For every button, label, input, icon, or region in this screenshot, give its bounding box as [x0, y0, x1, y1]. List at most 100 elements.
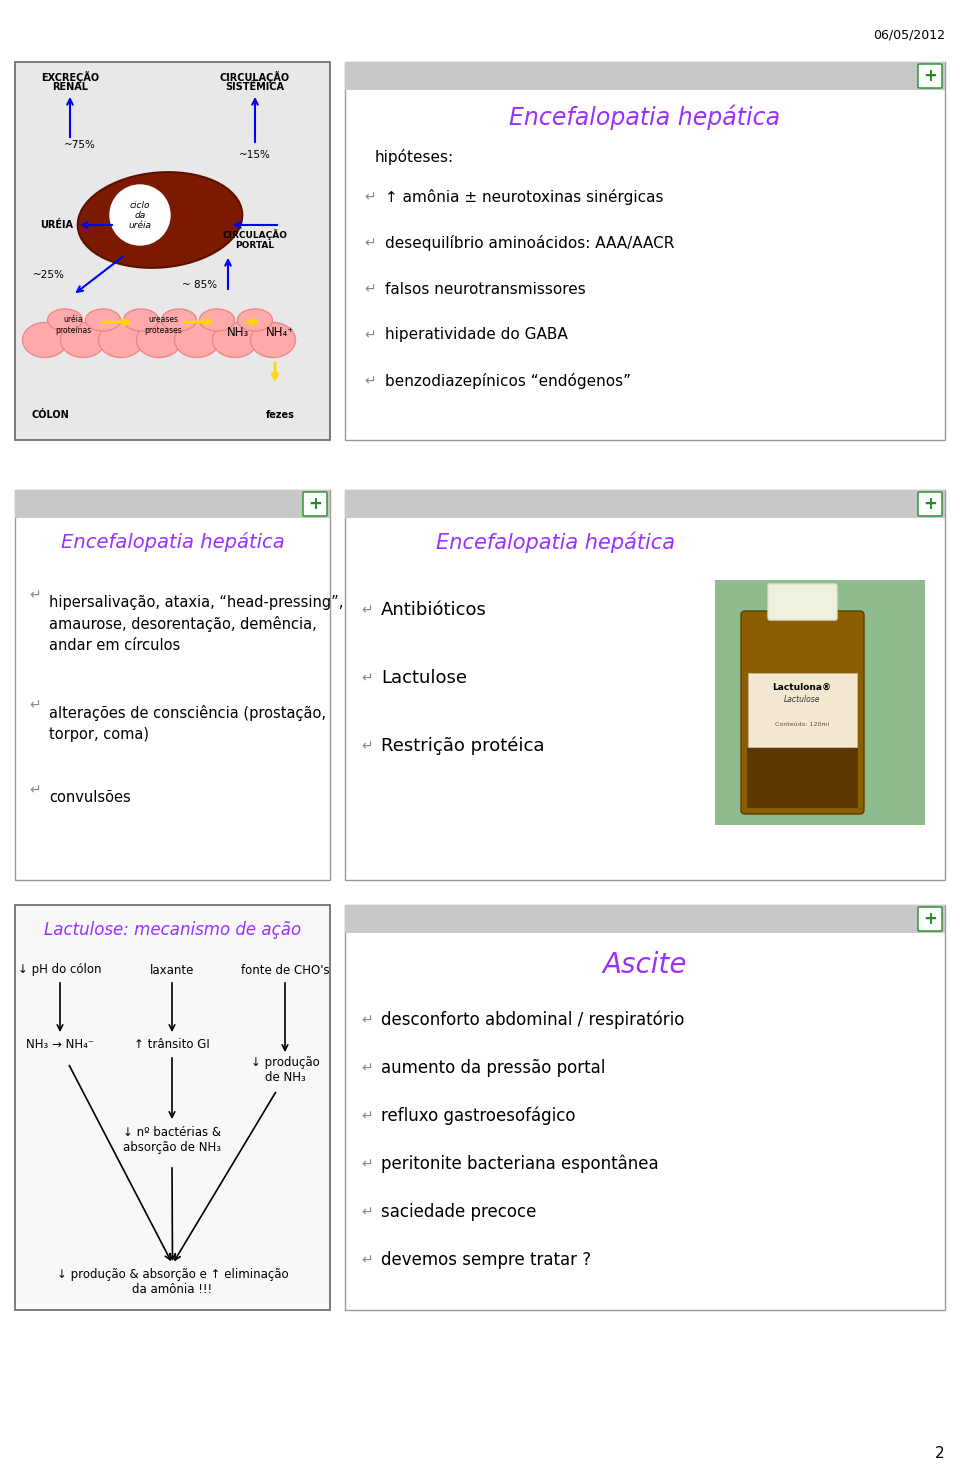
Text: saciedade precoce: saciedade precoce	[381, 1202, 537, 1222]
FancyBboxPatch shape	[741, 611, 864, 813]
Ellipse shape	[78, 172, 242, 268]
Text: falsos neurotransmissores: falsos neurotransmissores	[385, 281, 586, 296]
Ellipse shape	[200, 309, 234, 331]
Text: ↵: ↵	[361, 1157, 372, 1171]
Text: alterações de consciência (prostação,
torpor, coma): alterações de consciência (prostação, to…	[49, 705, 326, 742]
Ellipse shape	[85, 309, 121, 331]
Ellipse shape	[237, 309, 273, 331]
FancyBboxPatch shape	[747, 748, 858, 808]
Text: ↵: ↵	[361, 603, 372, 617]
Text: +: +	[308, 495, 322, 513]
Text: Lactulona®: Lactulona®	[773, 682, 831, 692]
Text: ↵: ↵	[29, 589, 41, 602]
Text: Lactulose: Lactulose	[783, 695, 820, 704]
Text: NH₃: NH₃	[227, 325, 250, 339]
Text: CIRCULAÇÃO: CIRCULAÇÃO	[220, 71, 290, 83]
Text: SISTÊMICA: SISTÊMICA	[226, 81, 284, 92]
Text: hipóteses:: hipóteses:	[375, 149, 454, 166]
Text: ↵: ↵	[29, 698, 41, 711]
FancyBboxPatch shape	[15, 490, 330, 880]
Text: +: +	[924, 495, 937, 513]
Text: ~ 85%: ~ 85%	[182, 280, 218, 290]
FancyBboxPatch shape	[345, 490, 945, 518]
FancyBboxPatch shape	[345, 490, 945, 880]
Text: ↵: ↵	[364, 237, 375, 250]
Text: fonte de CHO's: fonte de CHO's	[241, 963, 329, 976]
Ellipse shape	[212, 322, 257, 358]
Text: benzodiazepínicos “endógenos”: benzodiazepínicos “endógenos”	[385, 373, 631, 389]
FancyBboxPatch shape	[918, 493, 942, 516]
FancyBboxPatch shape	[345, 62, 945, 439]
Text: Restrição protéica: Restrição protéica	[381, 737, 544, 756]
Text: ↵: ↵	[361, 1060, 372, 1075]
Text: refluxo gastroesofágico: refluxo gastroesofágico	[381, 1106, 575, 1126]
Text: ↵: ↵	[364, 374, 375, 387]
Text: NH₄⁺: NH₄⁺	[266, 325, 294, 339]
Ellipse shape	[60, 322, 106, 358]
Text: 2: 2	[935, 1446, 945, 1461]
Circle shape	[110, 185, 170, 246]
Text: Conteúdo: 120ml: Conteúdo: 120ml	[775, 723, 829, 728]
FancyBboxPatch shape	[15, 490, 330, 518]
Text: hipersalivação, ataxia, “head-pressing”,
amaurose, desorentação, demência,
andar: hipersalivação, ataxia, “head-pressing”,…	[49, 595, 344, 654]
FancyBboxPatch shape	[345, 905, 945, 933]
FancyBboxPatch shape	[303, 493, 327, 516]
Ellipse shape	[175, 322, 220, 358]
Text: ~15%: ~15%	[239, 149, 271, 160]
Text: peritonite bacteriana espontânea: peritonite bacteriana espontânea	[381, 1155, 659, 1173]
FancyBboxPatch shape	[748, 673, 857, 747]
Text: ~75%: ~75%	[64, 141, 96, 149]
Text: CIRCULAÇÃO: CIRCULAÇÃO	[223, 229, 287, 241]
Text: uréia
proteínas: uréia proteínas	[55, 315, 91, 334]
Text: PORTAL: PORTAL	[235, 241, 275, 250]
Text: desconforto abdominal / respiratório: desconforto abdominal / respiratório	[381, 1010, 684, 1029]
Text: Lactulose: mecanismo de ação: Lactulose: mecanismo de ação	[44, 921, 301, 939]
Text: ↵: ↵	[361, 1013, 372, 1026]
Text: CÓLON: CÓLON	[31, 410, 69, 420]
Text: ciclo: ciclo	[130, 201, 151, 210]
Ellipse shape	[47, 309, 83, 331]
Text: ↓ pH do cólon: ↓ pH do cólon	[18, 963, 102, 976]
Ellipse shape	[251, 322, 296, 358]
Text: NH₃ → NH₄⁻: NH₃ → NH₄⁻	[26, 1038, 94, 1052]
Ellipse shape	[22, 322, 67, 358]
Text: ↵: ↵	[361, 1109, 372, 1123]
Ellipse shape	[99, 322, 143, 358]
Text: RENAL: RENAL	[52, 81, 88, 92]
Text: 06/05/2012: 06/05/2012	[873, 28, 945, 41]
FancyBboxPatch shape	[918, 907, 942, 930]
Text: laxante: laxante	[150, 963, 194, 976]
FancyBboxPatch shape	[345, 905, 945, 1310]
Text: Encefalopatia hepática: Encefalopatia hepática	[436, 531, 675, 553]
Text: desequilíbrio aminoácidos: AAA/AACR: desequilíbrio aminoácidos: AAA/AACR	[385, 235, 674, 251]
Text: Antibióticos: Antibióticos	[381, 600, 487, 620]
Text: ↵: ↵	[361, 740, 372, 753]
Ellipse shape	[124, 309, 158, 331]
Text: ↵: ↵	[364, 282, 375, 296]
Text: devemos sempre tratar ?: devemos sempre tratar ?	[381, 1251, 591, 1269]
Text: ↵: ↵	[361, 1205, 372, 1219]
Text: uréia: uréia	[129, 220, 152, 229]
Text: Lactulose: Lactulose	[381, 669, 467, 688]
Text: ~25%: ~25%	[33, 271, 65, 280]
Text: convulsões: convulsões	[49, 790, 131, 805]
Text: da: da	[134, 210, 146, 219]
FancyBboxPatch shape	[15, 905, 330, 1310]
Text: ↑ trânsito GI: ↑ trânsito GI	[134, 1038, 210, 1052]
Text: Encefalopatia hepática: Encefalopatia hepática	[60, 532, 284, 552]
Text: ↓ nº bactérias &
absorção de NH₃: ↓ nº bactérias & absorção de NH₃	[123, 1126, 221, 1154]
Text: ↵: ↵	[361, 671, 372, 685]
FancyBboxPatch shape	[768, 584, 837, 620]
Ellipse shape	[161, 309, 197, 331]
Text: ↵: ↵	[364, 189, 375, 204]
FancyBboxPatch shape	[715, 580, 925, 825]
Text: aumento da pressão portal: aumento da pressão portal	[381, 1059, 606, 1077]
Text: ↵: ↵	[29, 782, 41, 797]
FancyBboxPatch shape	[918, 64, 942, 87]
Text: URÉIA: URÉIA	[40, 220, 73, 231]
FancyBboxPatch shape	[345, 62, 945, 90]
Text: ↵: ↵	[361, 1253, 372, 1268]
Ellipse shape	[136, 322, 181, 358]
Text: +: +	[924, 67, 937, 84]
Text: fezes: fezes	[266, 410, 295, 420]
